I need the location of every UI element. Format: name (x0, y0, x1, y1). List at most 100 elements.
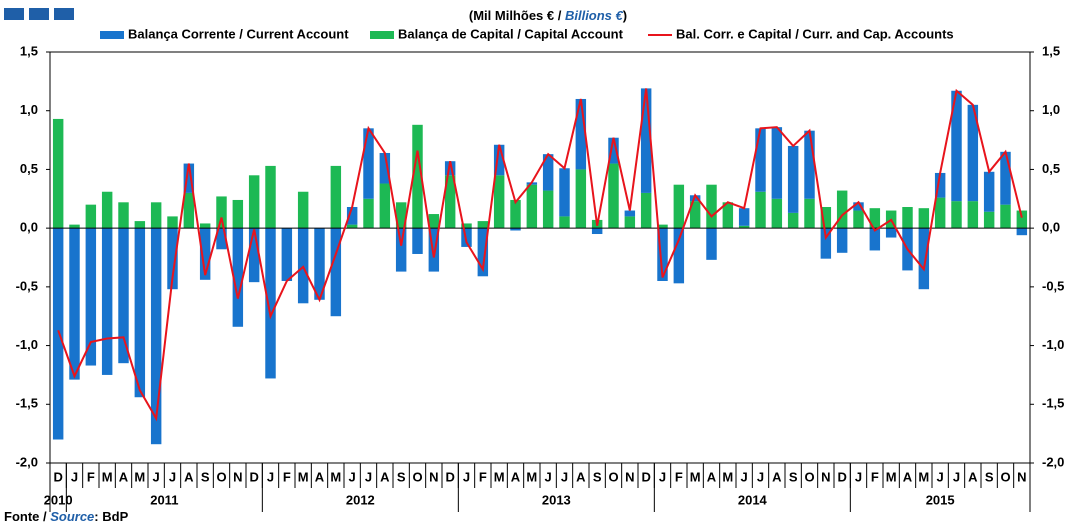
bar (248, 228, 260, 283)
bar (395, 228, 407, 272)
bar (640, 88, 652, 193)
bar (689, 201, 701, 229)
bar (951, 201, 962, 229)
x-tick-label: J (365, 469, 372, 484)
bar (836, 190, 848, 229)
x-tick-label: M (526, 469, 537, 484)
x-tick-label: J (757, 469, 764, 484)
bar (52, 228, 64, 440)
bar (559, 168, 570, 217)
x-tick-label: O (216, 469, 226, 484)
unit-text: ) (623, 8, 627, 23)
year-label: 2011 (150, 492, 178, 507)
bar (444, 175, 456, 229)
y-tick-label: 1,5 (20, 43, 38, 58)
decoration (4, 8, 24, 20)
x-tick-label: A (511, 469, 521, 484)
x-tick-label: N (1017, 469, 1026, 484)
x-tick-label: O (608, 469, 618, 484)
x-tick-label: A (119, 469, 129, 484)
bar (297, 191, 309, 229)
bar (85, 228, 97, 366)
bar (248, 175, 260, 229)
bar (1000, 204, 1011, 229)
y-tick-label: 1,0 (20, 102, 38, 117)
unit-text: Billions € (565, 8, 624, 23)
bar (738, 208, 750, 226)
x-tick-label: F (871, 469, 879, 484)
x-tick-label: M (298, 469, 309, 484)
legend-label: Bal. Corr. e Capital / Curr. and Cap. Ac… (676, 26, 954, 41)
bar (346, 207, 358, 225)
unit-label: (Mil Milhões € / Billions €) (469, 8, 627, 23)
bar (1000, 151, 1011, 205)
bar (673, 228, 685, 284)
year-label: 2010 (44, 492, 73, 507)
bar (526, 184, 538, 229)
bar (412, 228, 423, 254)
bar (379, 183, 391, 229)
bar (330, 228, 342, 317)
year-label: 2012 (346, 492, 375, 507)
plot-frame (49, 51, 1031, 464)
bar (118, 228, 129, 364)
bar (787, 212, 799, 229)
bar (608, 163, 619, 229)
bar (52, 118, 64, 229)
bar (101, 191, 113, 229)
bar (934, 172, 946, 198)
y-tick-label: 0,0 (20, 220, 38, 235)
bar (608, 137, 619, 164)
x-tick-label: A (184, 469, 194, 484)
y2-tick-label: -2,0 (1042, 454, 1064, 469)
bar (199, 228, 211, 280)
bar (444, 161, 456, 176)
bar (591, 228, 603, 235)
x-tick-label: A (707, 469, 717, 484)
bar (477, 221, 489, 229)
bar (199, 223, 211, 229)
x-tick-label: N (821, 469, 830, 484)
bar (967, 201, 979, 229)
x-tick-label: S (593, 469, 602, 484)
x-tick-label: M (102, 469, 113, 484)
x-tick-label: A (772, 469, 782, 484)
bar (314, 228, 325, 300)
year-label: 2015 (926, 492, 955, 507)
x-tick-label: F (283, 469, 291, 484)
bar (853, 202, 864, 211)
x-tick-label: A (968, 469, 978, 484)
bar (428, 228, 440, 272)
year-label: 2014 (738, 492, 768, 507)
bar (983, 171, 995, 212)
x-tick-label: J (741, 469, 748, 484)
bar (559, 216, 570, 229)
bar (820, 228, 832, 259)
bar (265, 228, 276, 379)
x-tick-label: M (134, 469, 145, 484)
legend-swatch (370, 31, 394, 39)
x-tick-label: O (804, 469, 814, 484)
bar (804, 198, 815, 229)
source-text: : BdP (94, 509, 128, 524)
bar (869, 228, 881, 251)
x-tick-label: O (1000, 469, 1010, 484)
x-tick-label: J (463, 469, 470, 484)
x-tick-label: J (169, 469, 176, 484)
y-tick-label: -1,0 (16, 337, 38, 352)
bar (542, 154, 554, 191)
bar (706, 184, 717, 229)
unit-text: (Mil Milhões € / (469, 8, 565, 23)
x-tick-label: S (397, 469, 406, 484)
x-tick-label: A (576, 469, 586, 484)
y2-tick-label: 0,5 (1042, 161, 1060, 176)
bar (787, 145, 799, 213)
x-tick-label: M (918, 469, 929, 484)
source-text: Fonte / (4, 509, 50, 524)
bar (755, 191, 766, 229)
bar (640, 192, 652, 229)
bar (232, 199, 244, 229)
x-tick-label: D (445, 469, 454, 484)
y-tick-label: -2,0 (16, 454, 38, 469)
